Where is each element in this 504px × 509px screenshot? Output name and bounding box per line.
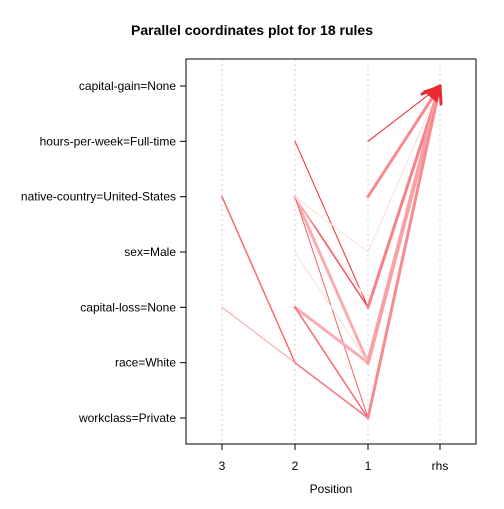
- y-tick-label-5: race=White: [115, 356, 176, 370]
- rule-line-2: [366, 84, 442, 199]
- y-tick-label-3: sex=Male: [124, 245, 176, 259]
- arrow-head: [420, 84, 443, 106]
- y-tick-label-4: capital-loss=None: [80, 300, 176, 314]
- x-tick-label-0: 3: [219, 459, 226, 473]
- rule-line-13: [294, 85, 441, 253]
- arrow-head-fill: [422, 85, 441, 103]
- x-tick-label-1: 2: [292, 459, 299, 473]
- x-axis-title: Position: [310, 482, 353, 496]
- rule-line-16: [366, 84, 442, 420]
- y-tick-label-2: native-country=United-States: [21, 190, 176, 204]
- rule-line-14: [366, 84, 442, 309]
- x-axis: 3 2 1 rhs: [219, 444, 449, 473]
- rule-lines: [221, 84, 442, 420]
- y-tick-label-1: hours-per-week=Full-time: [40, 134, 177, 148]
- y-axis: capital-gain=None hours-per-week=Full-tim…: [21, 79, 186, 425]
- grid-lines: [221, 59, 441, 444]
- x-tick-label-2: 1: [365, 459, 372, 473]
- rule-line-0: [367, 85, 441, 142]
- y-tick-label-0: capital-gain=None: [79, 79, 176, 93]
- rule-line-15: [366, 84, 442, 365]
- x-tick-label-3: rhs: [432, 459, 449, 473]
- rule-line-17: [294, 196, 366, 298]
- y-tick-label-6: workclass=Private: [78, 411, 176, 425]
- chart-title: Parallel coordinates plot for 18 rules: [131, 22, 373, 38]
